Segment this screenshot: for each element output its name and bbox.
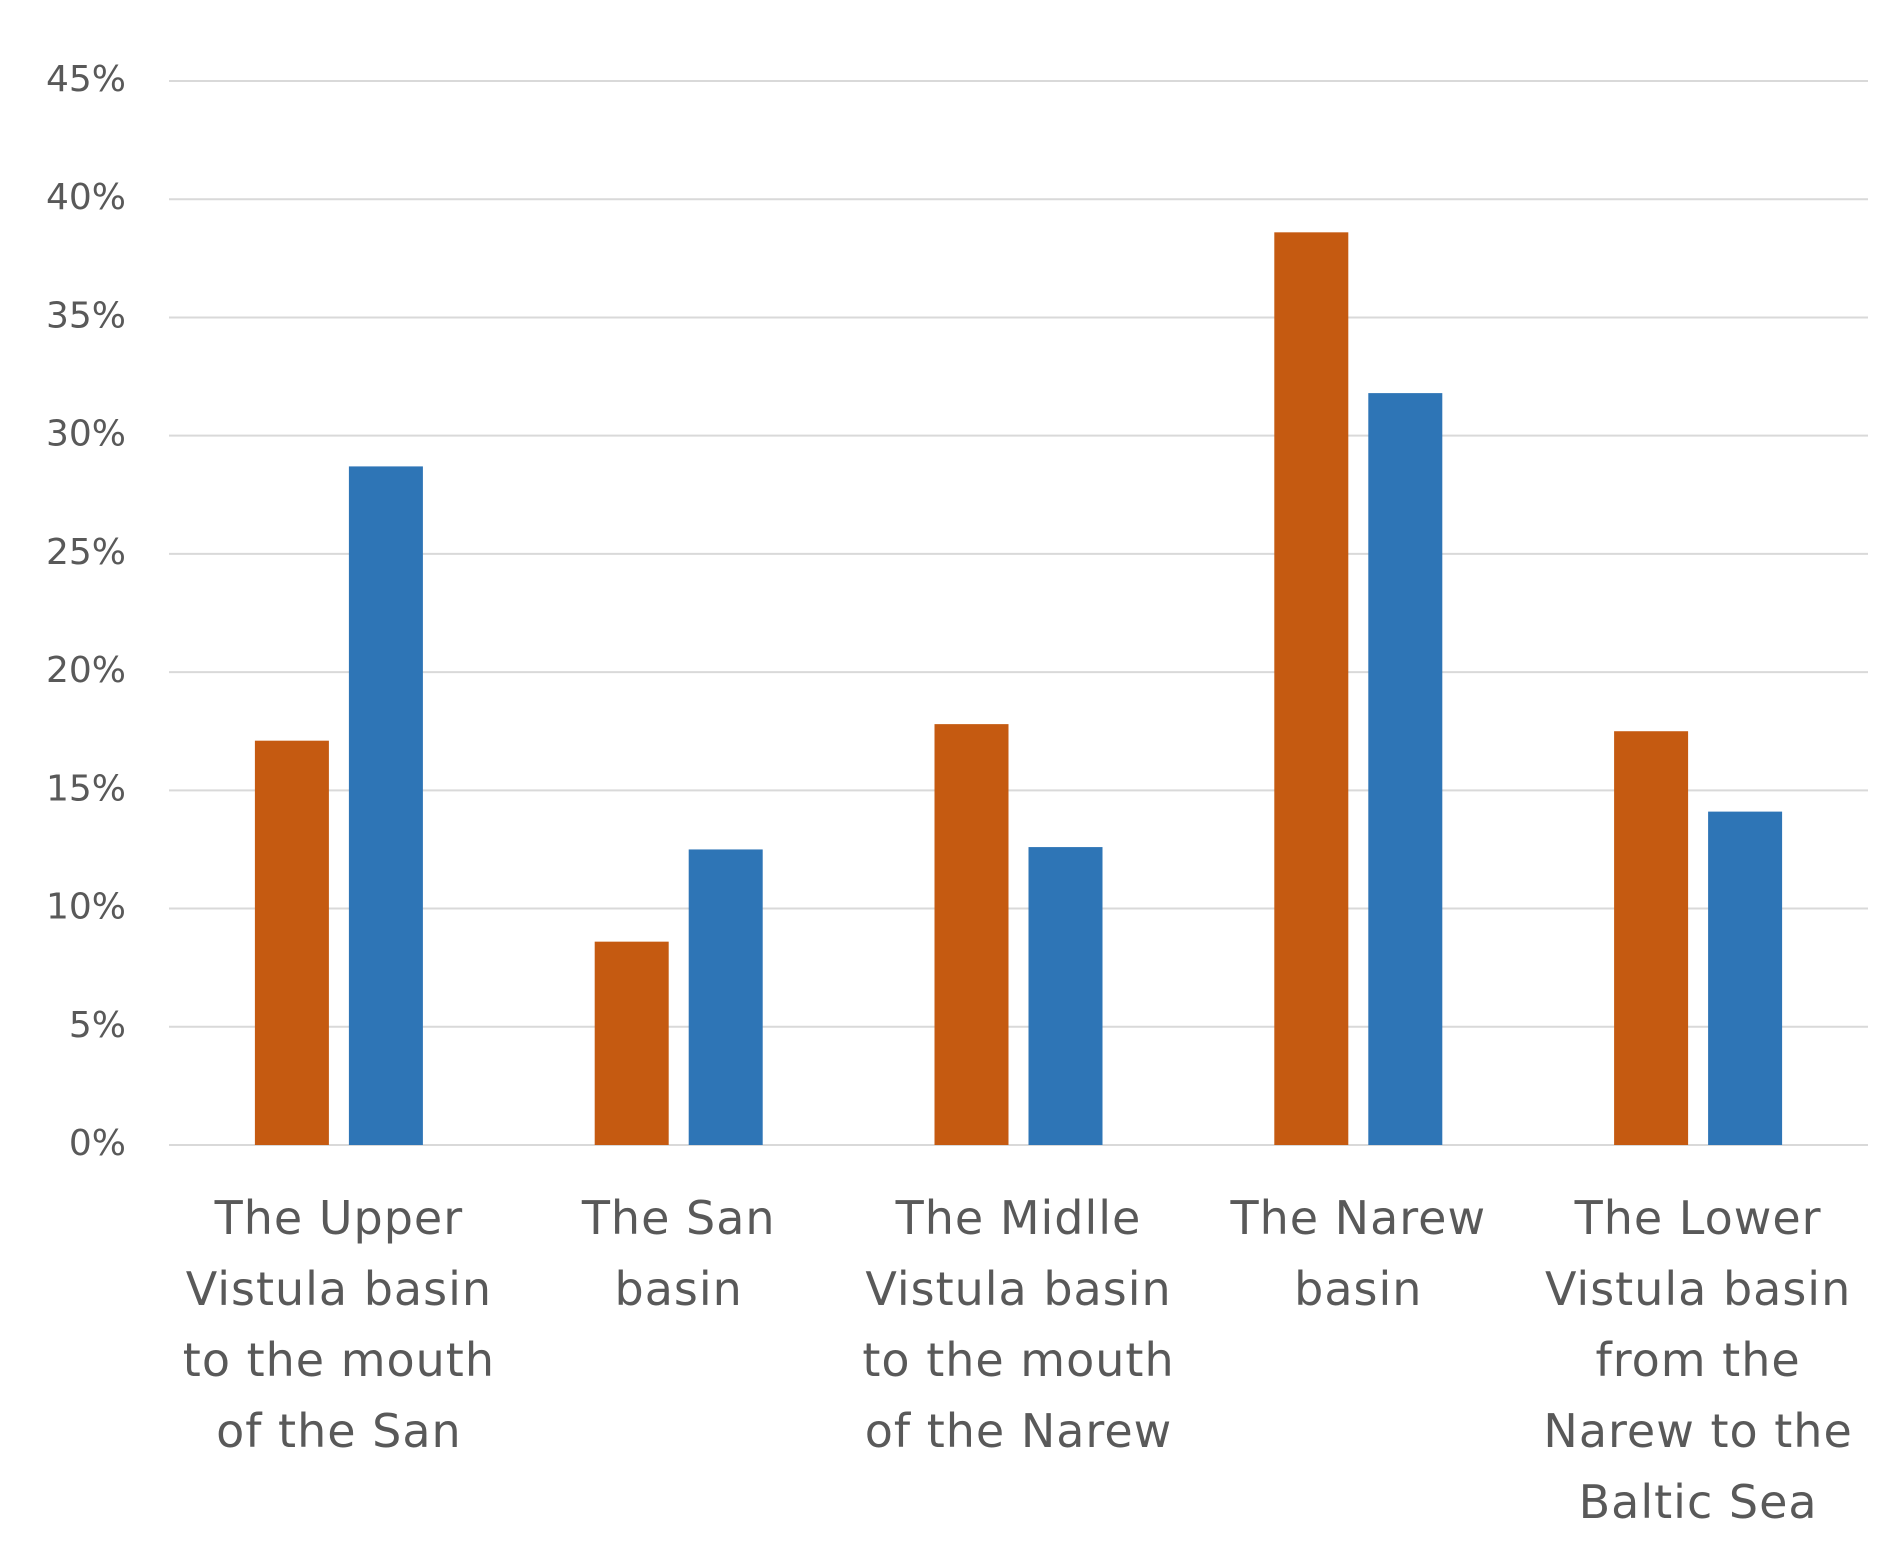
bar — [1708, 811, 1783, 1145]
bar — [1368, 393, 1443, 1145]
bar — [348, 466, 423, 1146]
x-tick-label: The San basin — [581, 1191, 776, 1316]
y-tick-label: 0% — [69, 1123, 126, 1164]
y-tick-label: 35% — [46, 295, 126, 336]
y-tick-label: 5% — [69, 1005, 126, 1046]
x-tick-label: The Upper Vistula basin to the mouth of … — [182, 1191, 495, 1458]
x-tick-label: The Lower Vistula basin from the Narew t… — [1543, 1191, 1853, 1529]
bar — [1028, 847, 1103, 1145]
bar — [934, 724, 1009, 1145]
y-tick-label: 25% — [46, 532, 126, 573]
x-tick-label: The Narew basin — [1230, 1191, 1487, 1316]
bar — [594, 941, 669, 1145]
y-tick-label: 15% — [46, 768, 126, 809]
x-tick-label: The Midlle Vistula basin to the mouth of… — [862, 1191, 1175, 1458]
y-tick-label: 20% — [46, 650, 126, 691]
bar — [688, 849, 763, 1145]
y-tick-label: 10% — [46, 887, 126, 928]
y-tick-label: 30% — [46, 414, 126, 455]
y-tick-label: 45% — [46, 59, 126, 100]
y-tick-label: 40% — [46, 177, 126, 218]
bar — [1274, 232, 1349, 1145]
bar — [1614, 731, 1689, 1145]
bar — [254, 740, 329, 1145]
